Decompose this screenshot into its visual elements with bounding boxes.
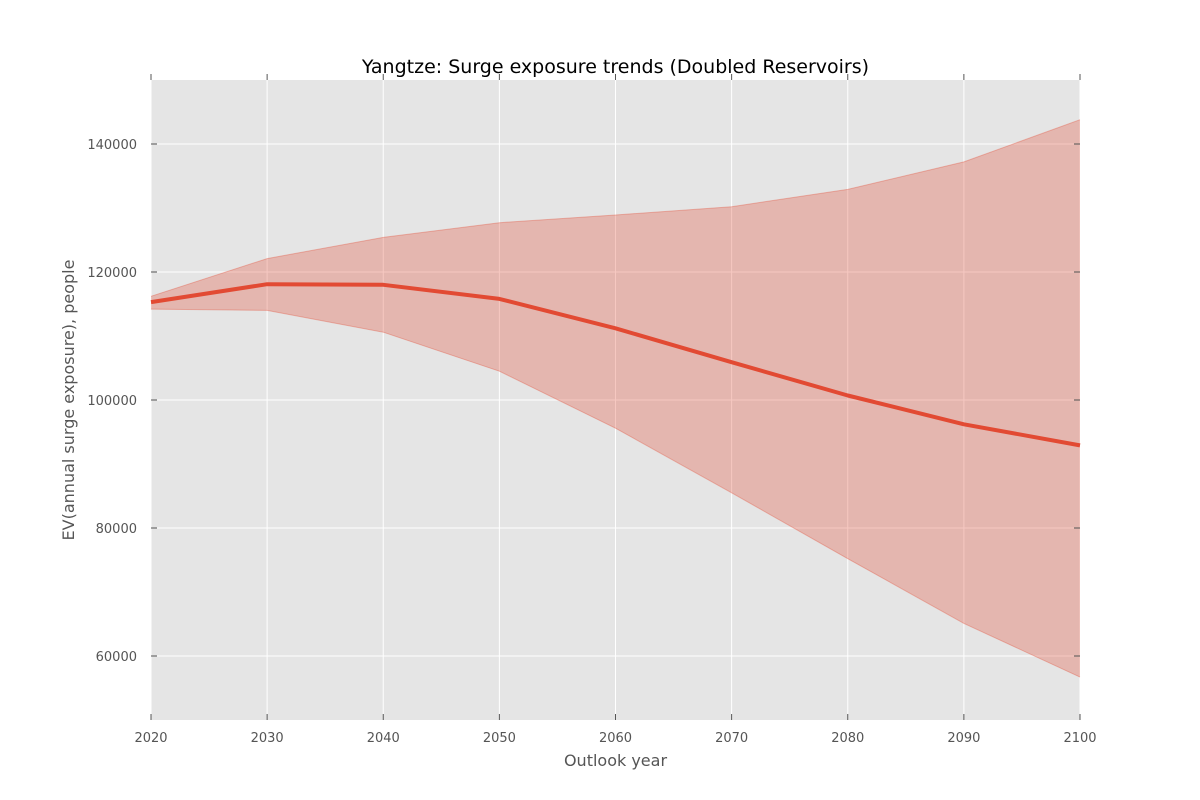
x-tick-label: 2070 — [715, 731, 748, 746]
x-tick-label: 2080 — [831, 731, 864, 746]
x-tick-label: 2060 — [599, 731, 632, 746]
series-line — [150, 282, 1081, 448]
y-tick-label: 120000 — [87, 266, 137, 281]
x-axis-title: Outlook year — [564, 751, 668, 770]
x-tick-label: 2050 — [483, 731, 516, 746]
y-tick-label: 60000 — [96, 650, 137, 665]
x-tick-labels: 2020 2030 2040 2050 2060 2070 2080 2090 2100 — [134, 731, 1096, 746]
x-tick-label: 2100 — [1063, 731, 1096, 746]
grid-lines — [150, 80, 1081, 720]
y-axis-title: EV(annual surge exposure), people — [59, 260, 78, 541]
y-tick-label: 80000 — [96, 522, 137, 537]
x-tick-label: 2040 — [367, 731, 400, 746]
band-lower-edge — [150, 308, 1081, 678]
x-tick-label: 2030 — [251, 731, 284, 746]
band-edges — [150, 119, 1081, 678]
y-tick-label: 100000 — [87, 394, 137, 409]
x-tick-label: 2020 — [134, 731, 167, 746]
chart-title: Yangtze: Surge exposure trends (Doubled … — [361, 56, 869, 78]
x-tick-label: 2090 — [947, 731, 980, 746]
y-tick-label: 140000 — [87, 138, 137, 153]
y-tick-labels: 60000 80000 100000 120000 140000 — [87, 138, 137, 665]
tick-marks — [150, 74, 1081, 720]
confidence-band — [151, 119, 1080, 678]
band-upper-edge — [150, 119, 1081, 297]
